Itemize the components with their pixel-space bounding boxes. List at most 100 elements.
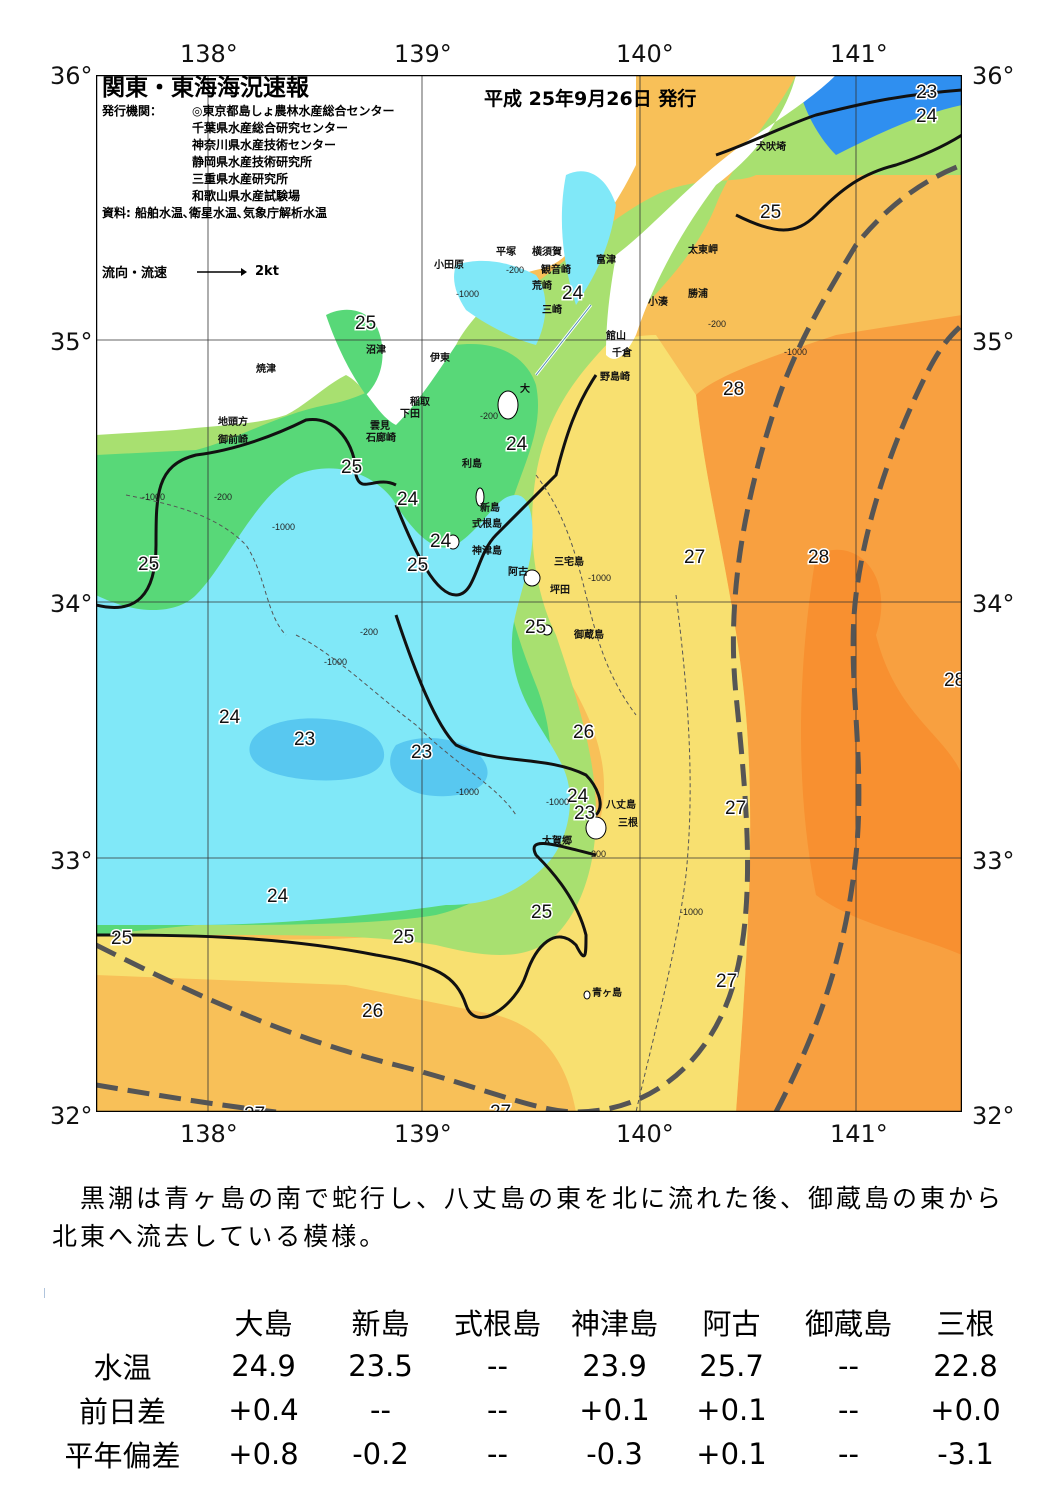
lon-label-140-bottom: 140° <box>616 1120 674 1148</box>
place-katsuura: 勝浦 <box>688 287 708 300</box>
table-cell: +0.1 <box>696 1393 767 1427</box>
isotherm-label: 24 <box>267 886 289 907</box>
isotherm-label: 25 <box>760 202 781 223</box>
issuer-item: 千葉県水産総合研究センター <box>192 121 349 135</box>
isotherm-label: 25 <box>111 928 132 949</box>
place-arasaki: 荒崎 <box>531 279 552 292</box>
isotherm-lines <box>96 88 962 1019</box>
place-omaezaki: 御前崎 <box>217 433 248 446</box>
isotherm-label: 23 <box>294 729 315 750</box>
issuer-block: 発行機関： ◎東京都島しょ農林水産総合センター 千葉県水産総合研究センター 神奈… <box>102 103 394 205</box>
isotherm-label: 28 <box>723 379 744 400</box>
current-arrow-outline <box>535 304 592 376</box>
lat-label-35-right: 35° <box>972 328 1015 356</box>
divider-mark <box>44 1288 45 1298</box>
isotherm-label: 27 <box>716 971 737 992</box>
place-inatori: 稲取 <box>410 395 431 408</box>
table-cell: -3.1 <box>937 1437 994 1471</box>
lon-label-139-top: 139° <box>394 40 452 68</box>
table-row: 水温 24.9 23.5 -- 23.9 25.7 -- 22.8 <box>40 1344 1024 1388</box>
lat-label-32-left: 32° <box>50 1102 93 1130</box>
lon-label-139-bottom: 139° <box>394 1120 452 1148</box>
place-okago: 大賀郷 <box>542 834 572 847</box>
isotherm-label: 25 <box>407 555 428 576</box>
depth-label: -200 <box>214 492 232 502</box>
place-nojimazaki: 野島崎 <box>600 370 630 383</box>
lat-label-36-left: 36° <box>50 62 93 90</box>
isotherm-value-labels: 23 24 25 24 25 28 24 25 24 24 25 25 27 2… <box>110 81 963 1113</box>
sea-temperature-map: 23 24 25 24 25 28 24 25 24 24 25 25 27 2… <box>96 75 962 1112</box>
island-niijima <box>475 487 485 507</box>
issuer-label: 発行機関： <box>102 104 163 118</box>
legend-speed: 2kt <box>255 264 279 279</box>
island-oshima <box>497 390 519 420</box>
land-izu-shizuoka <box>96 75 636 435</box>
lon-label-140-top: 140° <box>616 40 674 68</box>
lon-label-138-top: 138° <box>180 40 238 68</box>
station-header: 式根島 <box>453 1307 541 1341</box>
place-ito: 伊東 <box>429 351 450 364</box>
isotherm-label: 28 <box>944 670 962 691</box>
place-chikura: 千倉 <box>612 346 633 359</box>
table-cell: -- <box>487 1349 508 1383</box>
isotherm-label: 25 <box>525 617 546 638</box>
table-cell: -- <box>838 1349 859 1383</box>
legend-label: 流向・流速 <box>102 266 168 281</box>
station-header: 新島 <box>351 1307 410 1341</box>
land-boso <box>606 75 836 359</box>
issuer-item: ◎東京都島しょ農林水産総合センター <box>192 104 395 118</box>
table-cell: +0.4 <box>228 1393 299 1427</box>
depth-label: -200 <box>708 319 726 329</box>
place-shimoda: 下田 <box>400 408 420 420</box>
issue-date: 平成 25年9月26日 発行 <box>484 88 697 110</box>
depth-label: -1000 <box>272 522 295 532</box>
isotherm-label: 24 <box>567 786 589 807</box>
place-irozaki: 石廊崎 <box>365 431 396 444</box>
depth-label: -1000 <box>784 347 807 357</box>
isotherm-label: 24 <box>506 434 528 455</box>
isotherm-label: 24 <box>219 707 241 728</box>
place-mitsune: 三根 <box>618 816 638 829</box>
table-cell: -- <box>370 1393 391 1427</box>
depth-label: -1000 <box>456 289 479 299</box>
isotherm-label: 24 <box>916 106 938 127</box>
depth-label: -1000 <box>142 492 165 502</box>
table-cell: +0.8 <box>228 1437 299 1471</box>
sea-zone-24 <box>96 468 570 925</box>
land-tokyo-bay <box>561 171 616 305</box>
current-legend: 流向・流速 2kt <box>102 262 279 281</box>
isotherm-label: 24 <box>562 283 584 304</box>
place-mikurajima: 御蔵島 <box>573 628 604 641</box>
isotherm-label: 23 <box>574 803 595 824</box>
place-jitogata: 地頭方 <box>218 415 248 428</box>
lat-label-33-left: 33° <box>50 847 93 875</box>
lat-label-32-right: 32° <box>972 1102 1015 1130</box>
station-temperature-table: 大島 新島 式根島 神津島 阿古 御蔵島 三根 水温 24.9 23.5 -- … <box>40 1300 1024 1476</box>
depth-label: -200 <box>360 627 378 637</box>
lon-label-138-bottom: 138° <box>180 1120 238 1148</box>
table-cell: +0.0 <box>930 1393 1001 1427</box>
page-title: 関東・東海海況速報 <box>102 75 309 101</box>
place-tateyama: 館山 <box>605 329 626 342</box>
place-ako: 阿古 <box>508 565 528 578</box>
land-suruga-bay <box>326 309 383 395</box>
map-border <box>96 75 962 1112</box>
sea-zone-23-east <box>390 737 488 797</box>
place-toshima: 利島 <box>462 457 482 470</box>
place-tsubota: 坪田 <box>550 583 570 596</box>
isotherm-label: 25 <box>393 927 414 948</box>
depth-label: -1000 <box>324 657 347 667</box>
issuer-item: 静岡県水産技術研究所 <box>192 155 313 169</box>
lon-label-141-bottom: 141° <box>830 1120 888 1148</box>
lon-label-141-top: 141° <box>830 40 888 68</box>
isotherm-label: 24 <box>430 531 452 552</box>
lat-label-33-right: 33° <box>972 847 1015 875</box>
depth-label: -1000 <box>456 787 479 797</box>
island-aogashima <box>583 990 591 1000</box>
place-kominato: 小湊 <box>647 295 669 308</box>
issuer-list: ◎東京都島しょ農林水産総合センター 千葉県水産総合研究センター 神奈川県水産技術… <box>192 103 394 205</box>
kuroshio-axis <box>96 162 962 1112</box>
isotherm-label: 27 <box>490 1102 511 1112</box>
station-header: 三根 <box>936 1307 995 1341</box>
table-row: 平年偏差 +0.8 -0.2 -- -0.3 +0.1 -- -3.1 <box>40 1432 1024 1476</box>
